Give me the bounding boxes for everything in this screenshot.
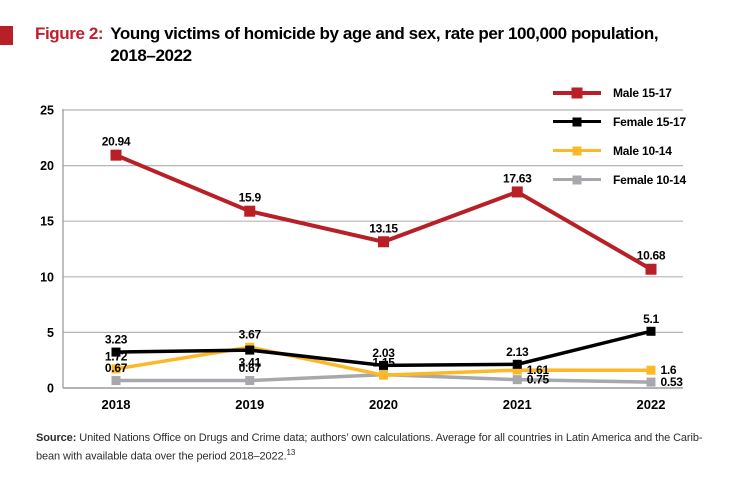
- value-label-female-15-17-2020: 2.03: [372, 346, 395, 360]
- y-tick-label-5: 5: [47, 326, 54, 340]
- legend-label-female-15-17: Female 15-17: [613, 114, 686, 129]
- y-tick-label-20: 20: [40, 159, 54, 173]
- legend-label-male-10-14: Male 10-14: [613, 143, 672, 158]
- value-label-male-15-17-2018: 20.94: [102, 135, 131, 149]
- value-label-male-10-14-2018: 1.72: [105, 349, 128, 363]
- value-label-female-15-17-2022: 5.1: [643, 312, 659, 326]
- legend-swatch-female-10-14: [553, 173, 601, 186]
- y-tick-label-25: 25: [40, 104, 54, 118]
- marker-male-15-17-2020: [378, 236, 389, 248]
- value-label-male-10-14-2020: 1.15: [372, 356, 395, 370]
- marker-female-15-17-2018: [111, 347, 121, 357]
- value-label-male-10-14-2019: 3.67: [239, 328, 262, 342]
- x-tick-label-2020: 2020: [369, 397, 398, 412]
- legend-swatch-female-15-17: [553, 115, 601, 128]
- value-label-female-10-14-2021: 0.75: [527, 373, 550, 387]
- legend-marker-icon: [572, 175, 582, 184]
- value-label-male-10-14-2022: 1.6: [661, 363, 677, 377]
- legend-label-female-10-14: Female 10-14: [613, 172, 686, 187]
- value-labels: 20.94 15.9 13.15 17.63 10.68 3.23 3.41 2.03 2.13…: [102, 135, 684, 389]
- series-male-15-17: [110, 149, 657, 275]
- source-label: Source:: [36, 432, 77, 444]
- value-label-female-10-14-2019: 0.67: [239, 361, 262, 375]
- value-label-male-10-14-2021: 1.61: [527, 363, 550, 377]
- marker-female-10-14-2021: [512, 375, 522, 385]
- red-accent-tab: [0, 26, 13, 45]
- chart-legend: Male 15-17 Female 15-17 Male 10-14 Female 1…: [553, 78, 686, 194]
- legend-marker-icon: [571, 87, 583, 98]
- legend-label-male-15-17: Male 15-17: [613, 85, 672, 100]
- legend-item-male-15-17: Male 15-17: [553, 78, 686, 107]
- figure-title-line1: Young victims of homicide by age and sex…: [110, 24, 659, 43]
- marker-male-15-17-2018: [110, 149, 122, 161]
- source-note-line2: bean with available data over the period…: [36, 447, 296, 463]
- marker-male-15-17-2021: [511, 186, 523, 198]
- x-tick-label-2021: 2021: [503, 397, 532, 412]
- source-note-line1: Source: United Nations Office on Drugs a…: [36, 432, 703, 444]
- series-female-15-17: [111, 326, 656, 370]
- legend-item-female-15-17: Female 15-17: [553, 107, 686, 136]
- marker-female-15-17-2021: [512, 359, 522, 369]
- marker-male-10-14-2018: [111, 364, 121, 374]
- marker-female-10-14-2019: [245, 376, 255, 386]
- y-tick-label-15: 15: [40, 215, 54, 229]
- marker-female-15-17-2020: [379, 360, 388, 370]
- marker-male-10-14-2020: [379, 370, 388, 380]
- source-note: Source: United Nations Office on Drugs a…: [36, 431, 703, 464]
- x-tick-label-2022: 2022: [637, 397, 666, 412]
- legend-marker-icon: [572, 146, 582, 155]
- legend-swatch-male-15-17: [553, 86, 601, 99]
- value-label-female-15-17-2018: 3.23: [105, 333, 128, 347]
- x-tick-label-2018: 2018: [102, 397, 131, 412]
- legend-item-male-10-14: Male 10-14: [553, 136, 686, 165]
- figure-number-label: Figure 2:: [35, 24, 104, 43]
- value-label-female-15-17-2019: 3.41: [239, 356, 262, 370]
- marker-male-10-14-2021: [512, 365, 522, 375]
- legend-swatch-male-10-14: [553, 144, 601, 157]
- figure-title-line2: 2018–2022: [110, 46, 192, 65]
- y-tick-label-10: 10: [40, 270, 54, 284]
- marker-female-15-17-2022: [646, 326, 656, 336]
- value-label-female-15-17-2021: 2.13: [506, 345, 529, 359]
- y-tick-label-0: 0: [47, 382, 54, 396]
- figure-header: Figure 2: Young victims of homicide by a…: [35, 23, 659, 67]
- x-tick-label-2019: 2019: [235, 397, 264, 412]
- marker-female-15-17-2019: [245, 345, 255, 355]
- marker-female-10-14-2018: [111, 376, 121, 386]
- legend-item-female-10-14: Female 10-14: [553, 165, 686, 194]
- value-label-male-15-17-2020: 13.15: [369, 221, 398, 235]
- value-label-female-10-14-2022: 0.53: [661, 375, 684, 389]
- value-label-female-10-14-2018: 0.67: [105, 361, 128, 375]
- legend-marker-icon: [572, 117, 582, 126]
- value-label-male-15-17-2022: 10.68: [637, 249, 666, 263]
- value-label-male-15-17-2019: 15.9: [239, 191, 262, 205]
- figure-title: Young victims of homicide by age and sex…: [110, 23, 658, 67]
- value-label-male-15-17-2021: 17.63: [503, 171, 532, 185]
- marker-female-10-14-2022: [646, 377, 656, 387]
- marker-male-15-17-2022: [645, 263, 657, 275]
- marker-male-15-17-2019: [244, 205, 256, 217]
- marker-male-10-14-2022: [646, 365, 656, 375]
- footnote-mark: 13: [286, 447, 296, 457]
